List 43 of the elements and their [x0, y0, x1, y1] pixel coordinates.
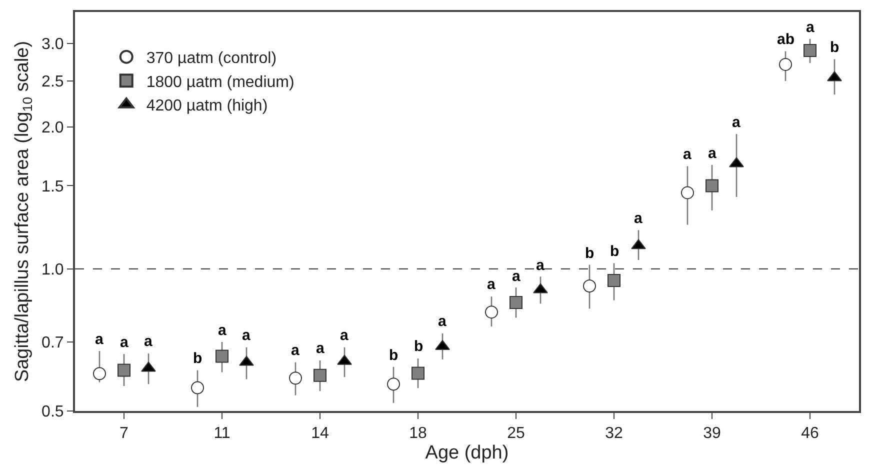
legend-label: 1800 µatm (medium) [146, 74, 294, 91]
data-label: b [389, 347, 398, 364]
legend-label: 4200 µatm (high) [146, 98, 268, 115]
y-tick-label: 3.0 [42, 36, 64, 54]
y-tick-label: 0.5 [42, 404, 64, 421]
data-label: b [193, 350, 202, 367]
data-label: a [487, 276, 496, 293]
x-tick-label: 25 [507, 425, 525, 442]
data-label: a [683, 146, 692, 163]
y-tick-label: 2.5 [42, 74, 64, 91]
data-label: b [414, 338, 424, 355]
data-label: ab [777, 31, 795, 48]
data-label: a [144, 333, 153, 350]
data-label: a [806, 19, 815, 36]
data-label: a [634, 210, 643, 227]
legend-label: 370 µatm (control) [146, 50, 277, 68]
data-label: a [95, 331, 104, 348]
x-tick-label: 11 [214, 425, 230, 442]
y-tick-label: 2.0 [42, 119, 64, 136]
data-label: a [512, 268, 521, 285]
data-label: a [732, 114, 741, 131]
y-tick-label: 1.5 [42, 178, 64, 196]
y-tick-label: 1.0 [42, 261, 64, 278]
data-label: b [585, 245, 594, 262]
x-tick-label: 14 [311, 425, 329, 442]
data-label: b [830, 39, 840, 56]
data-label: a [218, 322, 227, 339]
x-tick-label: 7 [120, 425, 129, 442]
data-label: b [610, 243, 620, 260]
x-axis-title: Age (dph) [425, 442, 509, 464]
data-label: a [316, 340, 325, 357]
data-label: a [242, 327, 251, 344]
x-tick-label: 46 [801, 425, 819, 442]
data-label: a [708, 145, 717, 162]
data-label: a [340, 327, 349, 344]
x-tick-label: 18 [409, 425, 427, 442]
data-label: a [438, 313, 447, 330]
x-tick-label: 32 [605, 425, 623, 442]
data-label: a [291, 342, 300, 359]
data-label: a [120, 334, 129, 351]
y-tick-label: 0.7 [42, 334, 64, 352]
x-tick-label: 39 [703, 425, 721, 442]
data-label: a [536, 257, 545, 274]
